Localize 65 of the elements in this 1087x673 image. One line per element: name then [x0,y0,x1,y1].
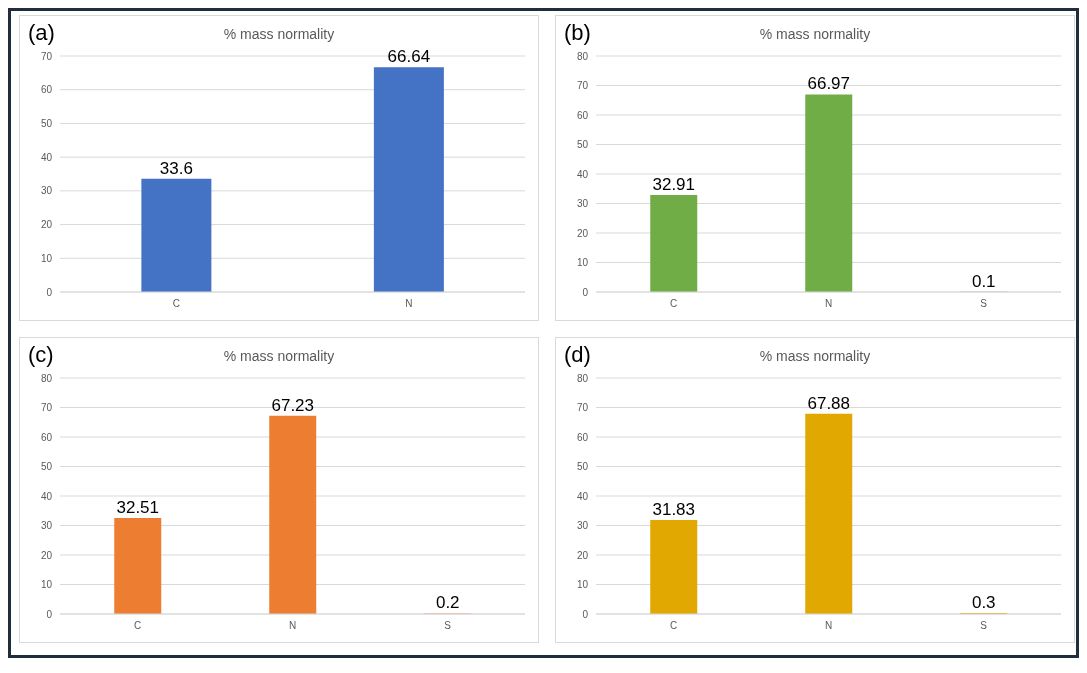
y-tick-label: 70 [40,402,53,414]
y-tick-label: 80 [576,372,589,384]
y-tick-label: 80 [576,50,589,62]
chart-title: % mass normality [223,348,335,364]
data-label: 67.88 [807,393,851,413]
y-tick-label: 60 [576,109,589,121]
y-tick-label: 40 [576,490,589,502]
data-label: 0.2 [435,593,460,613]
y-tick-label: 70 [576,402,589,414]
x-tick-label: S [980,620,988,632]
y-tick-label: 0 [582,286,589,298]
x-tick-label: N [405,298,413,310]
y-tick-label: 20 [576,549,589,561]
data-label: 33.6 [159,158,193,178]
data-label: 32.51 [116,498,160,518]
y-tick-label: 10 [576,579,589,591]
y-tick-label: 0 [582,608,589,620]
x-tick-label: C [172,298,180,310]
text: (a) [28,20,55,46]
data-label: 0.1 [971,271,996,291]
y-tick-label: 70 [576,80,589,92]
data-label: 67.23 [271,395,315,415]
data-label: 32.91 [652,174,696,194]
y-tick-label: 10 [576,257,589,269]
text: (c) [28,342,54,368]
y-tick-label: 50 [576,139,589,151]
text: (d) [564,342,591,368]
y-tick-label: 60 [40,431,53,443]
chart-title: % mass normality [223,26,335,42]
y-tick-label: 30 [576,198,589,210]
y-tick-label: 50 [576,461,589,473]
chart-title: % mass normality [759,348,871,364]
data-label: 66.97 [807,74,851,94]
y-tick-label: 40 [40,151,53,163]
data-label: 0.3 [971,593,996,613]
y-tick-label: 20 [40,219,53,231]
y-tick-label: 0 [46,608,53,620]
text: (b) [564,20,591,46]
y-tick-label: 10 [40,252,53,264]
y-tick-label: 0 [46,286,53,298]
y-tick-label: 40 [40,490,53,502]
y-tick-label: 40 [576,168,589,180]
y-tick-label: 60 [40,84,53,96]
y-tick-label: 10 [40,579,53,591]
data-label: 31.83 [652,500,696,520]
x-tick-label: S [444,620,452,632]
x-tick-label: C [669,620,678,632]
x-tick-label: C [669,298,678,310]
chart-title: % mass normality [759,26,871,42]
y-tick-label: 60 [576,431,589,443]
y-tick-label: 20 [576,227,589,239]
y-tick-label: 20 [40,549,53,561]
y-tick-label: 70 [40,50,53,62]
x-tick-label: N [824,620,833,632]
y-tick-label: 30 [40,185,53,197]
x-tick-label: C [133,620,142,632]
y-tick-label: 30 [576,520,589,532]
x-tick-label: N [288,620,297,632]
y-tick-label: 80 [40,372,53,384]
x-tick-label: N [824,298,833,310]
y-tick-label: 50 [40,461,53,473]
data-label: 66.64 [387,47,431,67]
x-tick-label: S [980,298,988,310]
y-tick-label: 50 [40,117,53,129]
y-tick-label: 30 [40,520,53,532]
